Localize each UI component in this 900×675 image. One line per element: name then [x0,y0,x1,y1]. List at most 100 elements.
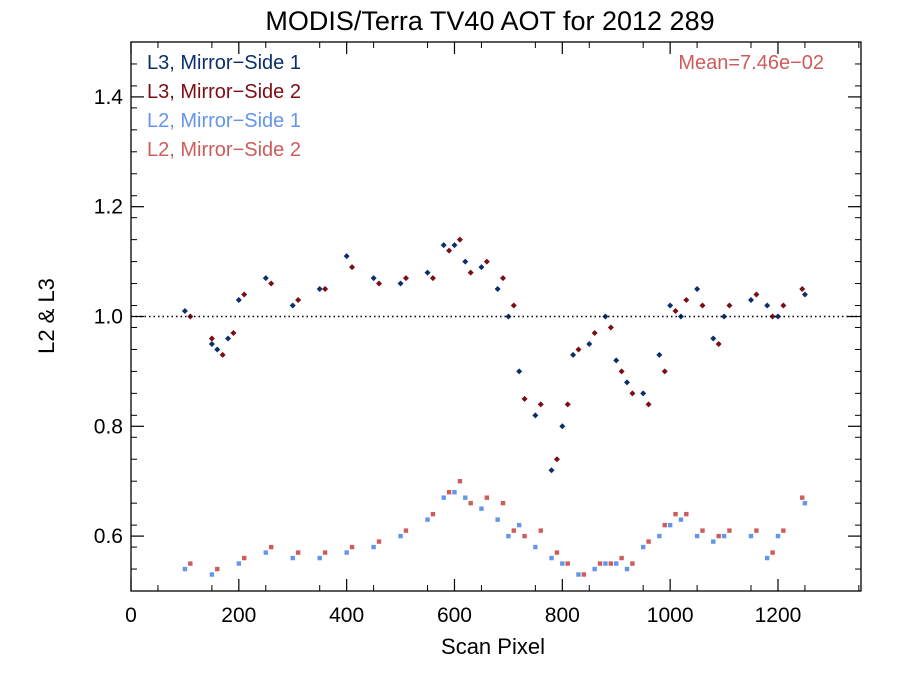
data-point [182,566,188,572]
data-point [711,539,716,544]
data-point [721,533,727,539]
data-point [618,368,625,375]
data-point [441,495,446,500]
data-point [661,368,668,375]
data-point [397,280,404,287]
data-point [781,528,786,533]
x-tick-label: 1200 [755,604,802,627]
data-point [586,340,593,347]
data-point [754,528,759,533]
data-point [209,572,215,577]
data-point [484,495,490,500]
x-tick-label: 0 [125,604,137,627]
data-point [208,340,215,347]
data-point [263,550,268,555]
data-point [672,308,679,315]
data-point [700,528,705,533]
data-point [560,561,565,566]
data-point [570,351,577,358]
data-point [235,297,242,304]
data-point [678,517,684,522]
data-point [467,269,474,276]
data-point [662,522,667,528]
data-point [295,297,302,304]
data-point [236,561,242,566]
data-point [376,280,383,287]
data-point [581,572,587,577]
data-point [630,561,635,566]
data-point [565,561,570,566]
data-point [424,269,431,276]
data-point [727,528,732,533]
data-point [505,313,512,320]
data-point [684,511,689,517]
data-point [262,275,269,282]
data-point [764,302,771,309]
data-point [748,297,755,304]
data-point [225,335,232,342]
data-point [603,561,608,566]
data-point [402,275,409,282]
data-point [694,533,700,539]
data-point [500,500,506,506]
data-point [673,511,678,517]
data-point [564,401,571,408]
data-point [537,401,544,408]
x-tick-label: 800 [545,604,580,627]
data-point [349,544,355,550]
data-point [398,533,403,539]
data-point [344,550,349,555]
data-point [619,555,624,561]
data-point [479,506,484,511]
data-point [268,280,275,287]
data-point [457,479,463,484]
data-point [316,286,323,293]
data-point [463,495,468,500]
data-point [478,264,485,271]
y-tick-label: 0.6 [94,525,123,548]
data-point [548,467,555,474]
data-point [181,308,188,315]
data-point [748,533,754,539]
data-point [376,539,382,544]
data-point [780,302,787,309]
data-point [521,395,528,402]
data-point [446,489,452,495]
data-point [613,357,620,364]
data-point [710,335,717,342]
data-point [495,517,500,522]
data-point [559,423,566,430]
data-point [770,550,775,555]
data-point [242,555,247,561]
data-point [721,313,728,320]
data-point [775,533,781,539]
data-point [214,346,221,353]
data-point [699,302,706,309]
y-tick-label: 1.4 [94,86,124,109]
data-point [576,572,581,577]
data-point [322,550,328,555]
data-point [494,286,501,293]
data-point [370,275,377,282]
data-point [553,456,560,463]
data-point [597,561,603,566]
mean-annotation: Mean=7.46e−02 [678,52,824,74]
data-point [511,528,516,533]
data-point [801,291,808,298]
data-point [591,329,598,336]
data-point [295,550,301,555]
data-point [506,533,511,539]
data-point [208,335,215,342]
data-point [716,533,721,539]
x-tick-label: 1000 [647,604,694,627]
legend: L3, Mirror−Side 1 L3, Mirror−Side 2 L2, Mi… [147,52,301,161]
data-point [753,291,760,298]
x-tick-label: 600 [437,604,472,627]
data-point [290,555,295,561]
data-point [538,528,543,533]
data-point [425,517,430,522]
data-point [452,489,457,495]
data-point [230,329,237,336]
data-point [219,351,226,358]
data-point [774,313,781,320]
